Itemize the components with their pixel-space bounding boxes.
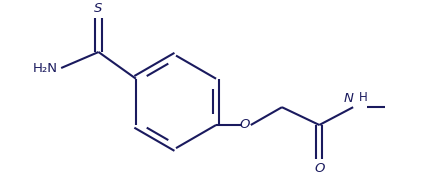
- Text: O: O: [239, 118, 250, 132]
- Text: S: S: [94, 2, 103, 15]
- Text: O: O: [314, 162, 325, 175]
- Text: H₂N: H₂N: [33, 62, 58, 75]
- Text: N: N: [343, 92, 353, 105]
- Text: H: H: [359, 91, 367, 104]
